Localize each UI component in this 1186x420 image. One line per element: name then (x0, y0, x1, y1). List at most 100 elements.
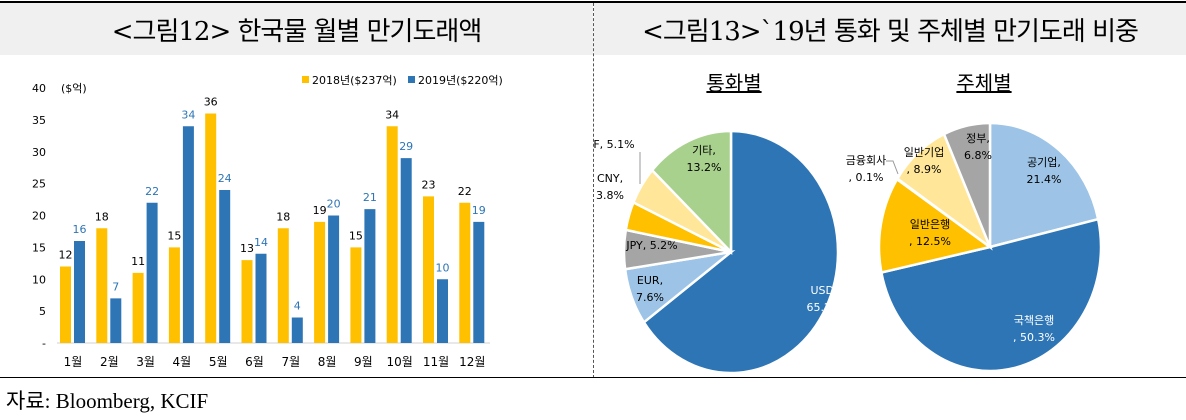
pie-slice (650, 129, 733, 256)
bar-2019 (255, 253, 267, 343)
x-tick-label: 12월 (459, 355, 485, 369)
x-tick-label: 4월 (173, 355, 192, 369)
slice-value: , 0.1% (849, 171, 884, 184)
slice-label: JPY, 5.2% (625, 239, 677, 252)
bar-2018 (423, 196, 434, 343)
data-label: 24 (218, 172, 232, 185)
y-tick-label: 25 (32, 178, 46, 191)
data-label: 18 (276, 210, 290, 223)
data-label: 13 (240, 242, 254, 255)
bar-2018 (459, 202, 471, 343)
y-axis-unit: ($억) (61, 82, 87, 95)
pie-title: 주체별 (956, 71, 1011, 95)
data-label: 15 (349, 229, 363, 242)
data-label: 11 (131, 255, 145, 268)
x-tick-label: 1월 (64, 355, 83, 369)
x-tick-label: 9월 (354, 355, 373, 369)
slice-label: 금융회사 (846, 154, 886, 167)
pie-slice (988, 121, 1100, 249)
x-tick-label: 3월 (136, 355, 155, 369)
figure12-title: <그림12> 한국물 월별 만기도래액 (0, 3, 593, 55)
bar-2019 (328, 215, 340, 343)
data-label: 4 (294, 300, 301, 313)
data-label: 16 (73, 223, 87, 236)
slice-label: 정부, (966, 132, 990, 145)
slice-value: 3.8% (596, 189, 624, 202)
maturity-share-pie-charts: 통화별 USD, 65.2% EUR, 7.6% JPY, 5.2% CNY, 3.8% CHF… (594, 71, 1103, 375)
data-label: 34 (385, 108, 399, 121)
y-tick-label: 5 (39, 305, 46, 318)
x-tick-label: 8월 (318, 355, 337, 369)
bar-2018 (132, 272, 144, 343)
bar-2018 (350, 247, 362, 343)
slice-value: 7.6% (636, 291, 664, 304)
bar-2019 (74, 241, 85, 343)
legend-swatch (408, 76, 415, 83)
data-label: 20 (327, 198, 341, 211)
bar-2019 (364, 209, 376, 343)
y-tick-label: 30 (32, 146, 46, 159)
data-label: 36 (204, 96, 218, 109)
data-label: 10 (436, 261, 450, 274)
x-tick-label: 6월 (245, 355, 264, 369)
data-label: 34 (181, 108, 195, 121)
slice-label: 공기업, (1027, 156, 1061, 169)
pie-title: 통화별 (706, 71, 761, 95)
slice-label: 기타, (692, 144, 716, 157)
bar-2018 (205, 113, 217, 343)
legend-swatch (302, 76, 309, 83)
y-tick-label: 40 (32, 82, 46, 95)
data-label: 19 (313, 204, 327, 217)
bar-2019 (182, 126, 194, 343)
bar-2018 (277, 228, 289, 343)
data-label: 21 (363, 191, 377, 204)
data-label: 7 (112, 280, 119, 293)
bar-2018 (168, 247, 180, 343)
bar-2018 (314, 221, 326, 343)
slice-value: , 50.3% (1013, 331, 1055, 344)
bar-2019 (400, 158, 412, 343)
slice-label: 일반은행 (910, 217, 950, 231)
y-tick-label: 15 (32, 241, 46, 254)
slice-value: 6.8% (964, 149, 992, 162)
bar-2018 (241, 260, 253, 343)
slice-label: USD, (810, 284, 837, 297)
legend-label: 2018년($237억) (312, 74, 397, 87)
x-tick-label: 10월 (387, 355, 413, 369)
bar-2019 (219, 190, 231, 343)
y-tick-label: 20 (32, 210, 46, 223)
data-label: 29 (399, 140, 413, 153)
slice-label: 국책은행 (1014, 314, 1054, 327)
bar-2018 (96, 228, 108, 343)
data-label: 19 (472, 204, 486, 217)
slice-label: EUR, (637, 274, 663, 287)
top-rule (0, 1, 1186, 3)
bar-2019 (291, 317, 303, 343)
bar-2019 (110, 298, 122, 343)
divider (593, 3, 594, 378)
pie-slice (942, 121, 992, 248)
source-note: 자료: Bloomberg, KCIF (6, 389, 209, 413)
x-tick-label: 2월 (100, 355, 119, 369)
bar-2019 (473, 221, 485, 343)
data-label: 12 (59, 249, 73, 262)
slice-value: 13.2% (687, 161, 722, 174)
data-label: 15 (167, 229, 181, 242)
slice-value: 21.4% (1027, 173, 1062, 186)
leader-line (886, 160, 899, 175)
y-tick-label: 35 (32, 114, 46, 127)
slice-label: 일반기업 (904, 145, 944, 159)
x-tick-label: 5월 (209, 355, 228, 369)
data-label: 22 (458, 185, 472, 198)
y-tick-label: - (42, 337, 46, 350)
data-label: 14 (254, 236, 268, 249)
bar-2018 (60, 266, 71, 343)
slice-label: CNY, (597, 172, 623, 185)
pie-slice (879, 217, 1103, 373)
figure13-title: <그림13>`19년 통화 및 주체별 만기도래 비중 (594, 3, 1186, 55)
slice-value: , 8.9% (907, 163, 942, 176)
data-label: 18 (95, 210, 109, 223)
bar-2019 (146, 202, 158, 343)
slice-label: CHF, 5.1% (594, 138, 635, 151)
